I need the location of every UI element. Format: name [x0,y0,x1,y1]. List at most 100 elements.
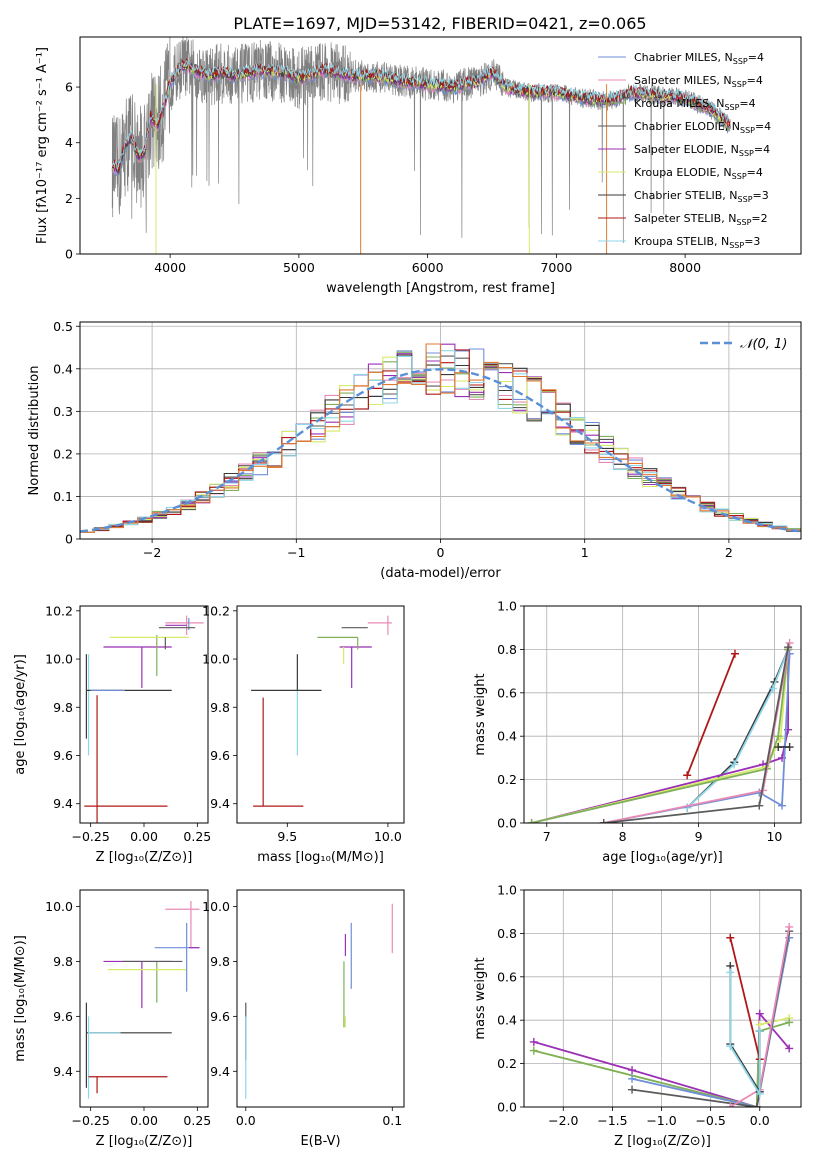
legend-nssp: =4 [754,143,770,156]
x-tick-label: 0 [437,545,445,560]
x-tick-label: 0.00 [130,1113,158,1128]
mass-vs-Z-chart: −0.25 0.00 0.25 9.4 9.6 9.8 10.0 Z [log₁₀(Z/Z⊙)… [13,889,211,1149]
legend-nssp: =2 [751,212,767,225]
legend-entry: Kroupa STELIB, NSSP=3 [634,235,760,250]
x-axis-label: mass [log₁₀(M/M⊙)] [257,850,384,865]
legend-subscript: SSP [733,57,748,66]
data-point-marker [755,1009,764,1018]
data-point-marker [785,1018,794,1027]
data-point-marker [683,771,692,780]
x-tick-label: 0.25 [183,829,211,844]
errorbar-plot-area [84,615,204,823]
errorbar-plot-area [245,903,393,1099]
x-tick-label: 9 [695,829,703,844]
y-tick-label: 6 [65,80,73,95]
axes-frame [79,321,802,540]
data-point-marker [755,1089,764,1098]
data-point-marker [784,643,793,652]
x-tick-label: 6000 [412,260,444,275]
y-tick-label: 10.0 [45,899,73,914]
axes-frame [79,605,209,824]
y-tick-label: 10.2 [202,603,230,618]
y-tick-label: 0.2 [497,772,517,787]
legend-nssp: =4 [739,97,755,110]
legend-nssp: =3 [744,235,760,248]
legend-entry: 𝒩(0, 1) [740,337,787,352]
errorbar-point [251,654,322,691]
legend-nssp: =4 [748,51,764,64]
y-tick-label: 0.4 [497,1013,517,1028]
errorbar-point [367,615,392,635]
model-spectrum-8 [111,60,731,170]
y-tick-label: 1.0 [497,883,517,898]
line-plot-area [527,638,794,823]
mass-weight-series-0 [533,1011,790,1107]
gaussian-curve [80,368,801,533]
legend-subscript: SSP [740,126,755,135]
y-tick-label: 0.4 [53,361,73,376]
x-tick-label: 0.0 [750,1113,770,1128]
x-axis-label: E(B-V) [300,1134,340,1149]
figure-title: PLATE=1697, MJD=53142, FIBERID=0421, z=0… [233,14,646,33]
x-axis-label: Z [log₁₀(Z/Z⊙)] [96,1134,193,1149]
x-tick-label: −1 [287,545,305,560]
model-spectrum-7 [111,58,731,171]
y-tick-label: 10.0 [45,652,73,667]
mass-weight-series-5 [531,649,789,823]
y-tick-label: 0.3 [53,404,73,419]
legend-nssp: =4 [747,166,763,179]
x-tick-label: 7000 [540,260,572,275]
x-axis-label: Z [log₁₀(Z/Z⊙)] [96,850,193,865]
data-point-marker [527,819,536,823]
x-tick-label: −1.0 [646,1113,676,1128]
legend-entry: Chabrier ELODIE, NSSP=4 [634,120,771,135]
y-tick-label: 9.4 [53,1064,73,1079]
data-point-marker [755,1027,764,1036]
data-point-marker [730,760,739,769]
legend-nssp: =3 [753,189,769,202]
x-tick-label: 5000 [283,260,315,275]
legend-entry: Salpeter ELODIE, NSSP=4 [634,143,770,158]
x-tick-label: 0.00 [130,829,158,844]
errorbar-plot-area [251,615,392,807]
y-tick-label: 0.6 [497,969,517,984]
legend-subscript: SSP [724,103,739,112]
y-tick-label: 0 [65,532,73,547]
residuals-plot-area [80,343,801,533]
y-tick-label: 0.2 [497,1056,517,1071]
data-point-marker [726,933,735,942]
y-tick-label: 9.8 [210,700,230,715]
x-tick-label: −0.25 [72,829,110,844]
data-point-marker [726,1103,735,1107]
x-tick-label: −0.25 [72,1113,110,1128]
errorbar-point [88,1076,168,1094]
axes-frame [236,889,405,1108]
data-point-marker [752,1103,761,1107]
y-axis-label: Flux [fλ10⁻¹⁷ erg cm⁻² s⁻¹ A⁻¹] [35,47,50,244]
mass-vs-ebv-chart: 0.0 0.1 9.4 9.6 9.8 10.0 E(B-V) [202,889,405,1149]
y-tick-label: 10.0 [202,899,230,914]
x-axis-label: wavelength [Angstrom, rest frame] [326,281,555,296]
y-axis-label: mass weight [473,957,488,1039]
y-tick-label: 0.0 [497,816,517,831]
y-axis-label: mass [log₁₀(M/M⊙)] [13,935,28,1062]
legend-subscript: SSP [736,218,751,227]
axes-frame [523,605,802,824]
data-point-marker [628,1074,637,1083]
legend-subscript: SSP [729,241,744,250]
y-tick-label: 2 [65,191,73,206]
age-vs-Z-chart: −0.25 0.00 0.25 9.4 9.6 9.8 10.0 10.2 Z [log₁₀(Z… [13,603,211,865]
legend-subscript: SSP [732,172,747,181]
age-vs-mass-chart: 9.5 10.0 9.4 9.6 9.8 10.0 10.2 mass [log₁₀(M/M⊙… [202,603,405,865]
legend-entry: Chabrier MILES, NSSP=4 [634,51,764,66]
y-axis-label: Normed distribution [27,366,42,496]
x-tick-label: 1 [581,545,589,560]
legend-subscript: SSP [732,80,747,89]
data-point-marker [774,743,783,752]
errorbar-point [339,646,372,688]
legend-entry: Kroupa ELODIE, NSSP=4 [634,166,763,181]
x-tick-label: 9.5 [277,829,297,844]
spectrum-chart: 4000 5000 6000 7000 8000 0 2 4 6 wavelength [Angs… [35,36,802,296]
data-point-marker [628,1085,637,1094]
